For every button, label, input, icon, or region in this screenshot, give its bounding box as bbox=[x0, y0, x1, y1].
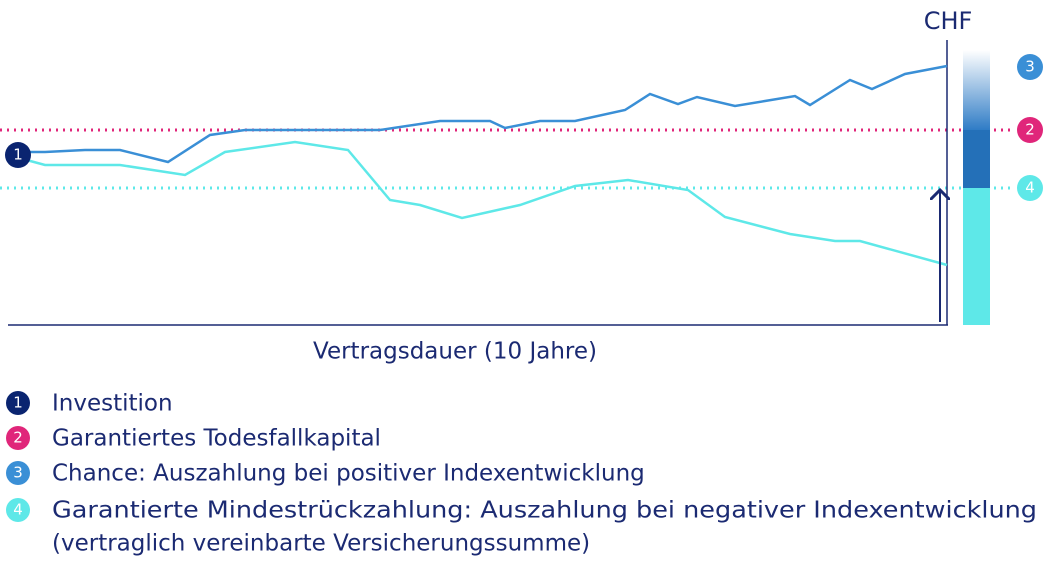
legend-circle bbox=[6, 426, 30, 450]
legend-text: (vertraglich vereinbarte Versicherungssu… bbox=[52, 531, 590, 557]
marker-circle bbox=[1017, 117, 1043, 143]
legend-text: Garantierte Mindestrückzahlung: Auszahlu… bbox=[52, 498, 1037, 524]
legend-number: 1 bbox=[13, 394, 23, 412]
marker-number: 1 bbox=[13, 146, 23, 164]
bar-minimum bbox=[963, 188, 990, 325]
marker-number: 2 bbox=[1025, 121, 1035, 139]
bar-guaranteed bbox=[963, 130, 990, 188]
x-axis-label: Vertragsdauer (10 Jahre) bbox=[313, 339, 597, 365]
marker-circle bbox=[1017, 54, 1043, 80]
legend-number: 3 bbox=[13, 464, 23, 482]
marker-circle bbox=[5, 142, 31, 168]
legend-circle bbox=[6, 391, 30, 415]
legend-text: Chance: Auszahlung bei positiver Indexen… bbox=[52, 461, 645, 487]
legend-text: Garantiertes Todesfallkapital bbox=[52, 426, 381, 452]
bar-chance bbox=[963, 50, 990, 130]
legend-text: Investition bbox=[52, 391, 173, 417]
legend-number: 4 bbox=[13, 501, 23, 519]
legend-circle bbox=[6, 461, 30, 485]
marker-number: 3 bbox=[1025, 58, 1035, 76]
legend-number: 2 bbox=[13, 429, 23, 447]
marker-number: 4 bbox=[1025, 179, 1035, 197]
axis-unit: CHF bbox=[924, 7, 973, 35]
negative-line bbox=[7, 140, 948, 267]
chance-line bbox=[8, 64, 948, 164]
legend-circle bbox=[6, 498, 30, 522]
marker-circle bbox=[1017, 175, 1043, 201]
